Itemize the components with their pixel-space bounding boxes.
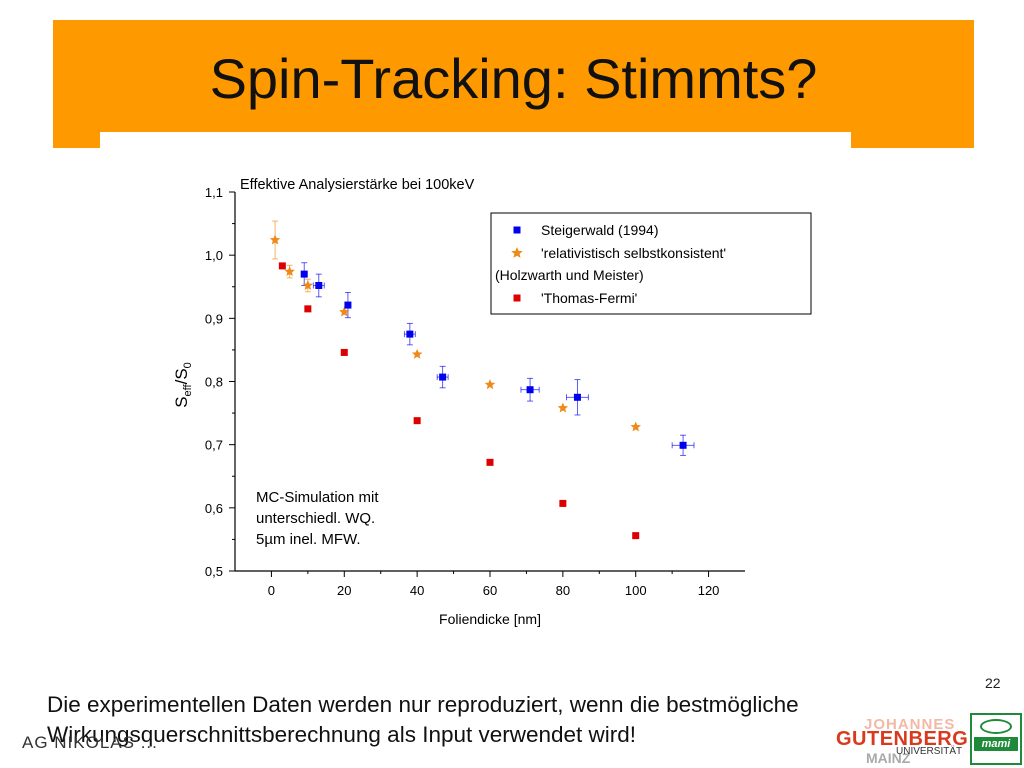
x-tick-label: 0 bbox=[268, 583, 275, 598]
logo-text-gutenberg: GUTENBERG bbox=[836, 728, 969, 750]
legend-box bbox=[490, 212, 812, 315]
x-tick-label: 120 bbox=[698, 583, 720, 598]
x-axis-label: Foliendicke [nm] bbox=[439, 611, 541, 627]
chart-title: Effektive Analysierstärke bei 100keV bbox=[240, 177, 475, 193]
point-thomas-fermi bbox=[340, 348, 348, 356]
legend-label-steigerwald: Steigerwald (1994) bbox=[541, 222, 659, 238]
point-relativistisch bbox=[339, 306, 350, 317]
y-tick-label: 0,7 bbox=[205, 438, 223, 453]
legend-label-relativistisch: 'relativistisch selbstkonsistent' bbox=[541, 245, 726, 261]
point-relativistisch bbox=[630, 421, 641, 432]
legend-marker-steigerwald bbox=[513, 226, 521, 234]
slide-number: 22 bbox=[985, 675, 1001, 691]
point-steigerwald bbox=[344, 301, 352, 309]
point-steigerwald bbox=[573, 393, 581, 401]
y-tick-label: 1,0 bbox=[205, 248, 223, 263]
x-tick-label: 100 bbox=[625, 583, 647, 598]
y-tick-label: 1,1 bbox=[205, 185, 223, 200]
logo-text-universitaet: UNIVERSITÄT bbox=[896, 746, 963, 757]
point-relativistisch bbox=[302, 279, 314, 290]
y-tick-label: 0,6 bbox=[205, 501, 223, 516]
point-thomas-fermi bbox=[278, 262, 286, 270]
caption-line-1: Die experimentellen Daten werden nur rep… bbox=[47, 692, 799, 717]
university-logo: JOHANNES GUTENBERG MAINZ UNIVERSITÄT bbox=[836, 716, 969, 766]
point-steigerwald bbox=[315, 281, 323, 289]
legend-marker-thomas-fermi bbox=[513, 294, 521, 302]
title-notch bbox=[100, 132, 851, 150]
point-thomas-fermi bbox=[486, 458, 494, 466]
point-thomas-fermi bbox=[304, 305, 312, 313]
point-thomas-fermi bbox=[559, 499, 567, 507]
slide-title: Spin-Tracking: Stimmts? bbox=[209, 47, 818, 110]
mami-logo-oval bbox=[980, 719, 1012, 734]
point-steigerwald bbox=[439, 373, 447, 381]
y-axis-label: Seff/S0 bbox=[172, 362, 194, 408]
x-tick-label: 20 bbox=[337, 583, 351, 598]
y-tick-label: 0,9 bbox=[205, 311, 223, 326]
caption-line-2: Wirkungsquerschnittsberechnung als Input… bbox=[47, 722, 637, 747]
point-thomas-fermi bbox=[632, 532, 640, 540]
point-relativistisch bbox=[284, 266, 295, 277]
annotation-line: 5µm inel. MFW. bbox=[256, 531, 361, 548]
x-tick-label: 40 bbox=[410, 583, 424, 598]
point-steigerwald bbox=[526, 386, 534, 394]
caption: Die experimentellen Daten werden nur rep… bbox=[47, 690, 1007, 750]
x-tick-label: 60 bbox=[483, 583, 497, 598]
mami-logo-wordmark: mami bbox=[974, 737, 1018, 751]
legend-label-thomas-fermi: 'Thomas-Fermi' bbox=[541, 290, 637, 306]
point-relativistisch bbox=[269, 234, 281, 245]
point-steigerwald bbox=[406, 330, 414, 338]
title-bar bbox=[53, 20, 974, 148]
point-relativistisch bbox=[411, 348, 423, 359]
point-relativistisch bbox=[484, 379, 496, 390]
mami-logo: mami bbox=[970, 713, 1022, 765]
footer-group-label: AG NIKOLAS ... bbox=[22, 733, 158, 752]
legend-label-holzwarth: (Holzwarth und Meister) bbox=[495, 267, 644, 283]
annotation-line: unterschiedl. WQ. bbox=[256, 510, 375, 527]
x-tick-label: 80 bbox=[556, 583, 570, 598]
logo-text-johannes: JOHANNES bbox=[864, 716, 956, 733]
annotation-line: MC-Simulation mit bbox=[256, 489, 379, 506]
point-relativistisch bbox=[557, 402, 569, 413]
logo-text-mainz: MAINZ bbox=[866, 750, 911, 766]
y-tick-label: 0,8 bbox=[205, 375, 223, 390]
legend-marker-relativistisch bbox=[511, 247, 523, 258]
y-tick-label: 0,5 bbox=[205, 564, 223, 579]
point-steigerwald bbox=[679, 441, 687, 449]
point-steigerwald bbox=[300, 270, 308, 278]
point-thomas-fermi bbox=[413, 417, 421, 425]
